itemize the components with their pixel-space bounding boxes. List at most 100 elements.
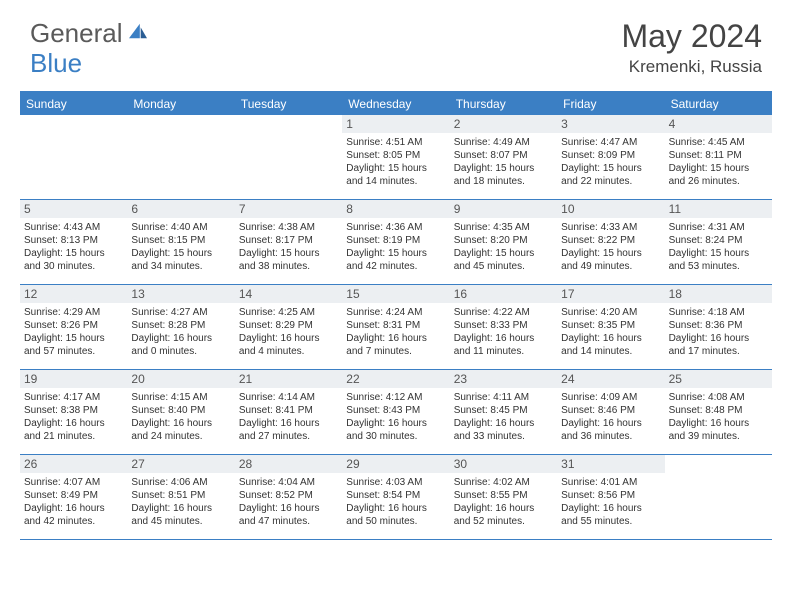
week-row: 26Sunrise: 4:07 AMSunset: 8:49 PMDayligh… bbox=[20, 455, 772, 540]
sunset-line: Sunset: 8:52 PM bbox=[239, 489, 338, 502]
sunset-line: Sunset: 8:33 PM bbox=[454, 319, 553, 332]
daylight-line: Daylight: 15 hours and 53 minutes. bbox=[669, 247, 768, 273]
day-number: 17 bbox=[557, 285, 664, 303]
day-cell: 25 Sunrise: 4:08 AMSunset: 8:48 PMDayligh… bbox=[665, 370, 772, 454]
day-number: 26 bbox=[20, 455, 127, 473]
daylight-line: Daylight: 16 hours and 33 minutes. bbox=[454, 417, 553, 443]
week-row: 1 Sunrise: 4:51 AMSunset: 8:05 PMDaylight… bbox=[20, 115, 772, 200]
day-number: 30 bbox=[450, 455, 557, 473]
day-info: Sunrise: 4:17 AMSunset: 8:38 PMDaylight:… bbox=[24, 391, 123, 443]
sunrise-line: Sunrise: 4:27 AM bbox=[131, 306, 230, 319]
day-number: 27 bbox=[127, 455, 234, 473]
sunrise-line: Sunrise: 4:01 AM bbox=[561, 476, 660, 489]
sunrise-line: Sunrise: 4:35 AM bbox=[454, 221, 553, 234]
sunrise-line: Sunrise: 4:14 AM bbox=[239, 391, 338, 404]
sunset-line: Sunset: 8:26 PM bbox=[24, 319, 123, 332]
daylight-line: Daylight: 15 hours and 26 minutes. bbox=[669, 162, 768, 188]
day-info: Sunrise: 4:09 AMSunset: 8:46 PMDaylight:… bbox=[561, 391, 660, 443]
sunset-line: Sunset: 8:54 PM bbox=[346, 489, 445, 502]
dow-sun: Sunday bbox=[20, 93, 127, 115]
calendar: Sunday Monday Tuesday Wednesday Thursday… bbox=[20, 91, 772, 540]
daylight-line: Daylight: 15 hours and 18 minutes. bbox=[454, 162, 553, 188]
daylight-line: Daylight: 16 hours and 7 minutes. bbox=[346, 332, 445, 358]
day-number: 29 bbox=[342, 455, 449, 473]
day-info: Sunrise: 4:24 AMSunset: 8:31 PMDaylight:… bbox=[346, 306, 445, 358]
sunset-line: Sunset: 8:41 PM bbox=[239, 404, 338, 417]
dow-row: Sunday Monday Tuesday Wednesday Thursday… bbox=[20, 93, 772, 115]
day-info: Sunrise: 4:08 AMSunset: 8:48 PMDaylight:… bbox=[669, 391, 768, 443]
day-number: 21 bbox=[235, 370, 342, 388]
sunrise-line: Sunrise: 4:09 AM bbox=[561, 391, 660, 404]
day-number: 19 bbox=[20, 370, 127, 388]
day-cell: 19 Sunrise: 4:17 AMSunset: 8:38 PMDayligh… bbox=[20, 370, 127, 454]
sunrise-line: Sunrise: 4:49 AM bbox=[454, 136, 553, 149]
day-cell: 27Sunrise: 4:06 AMSunset: 8:51 PMDayligh… bbox=[127, 455, 234, 539]
dow-mon: Monday bbox=[127, 93, 234, 115]
daylight-line: Daylight: 16 hours and 0 minutes. bbox=[131, 332, 230, 358]
day-number: 10 bbox=[557, 200, 664, 218]
day-cell: 24Sunrise: 4:09 AMSunset: 8:46 PMDayligh… bbox=[557, 370, 664, 454]
day-number: 18 bbox=[665, 285, 772, 303]
sunrise-line: Sunrise: 4:03 AM bbox=[346, 476, 445, 489]
dow-thu: Thursday bbox=[450, 93, 557, 115]
day-number: 1 bbox=[342, 115, 449, 133]
sunset-line: Sunset: 8:20 PM bbox=[454, 234, 553, 247]
sunrise-line: Sunrise: 4:25 AM bbox=[239, 306, 338, 319]
sunset-line: Sunset: 8:05 PM bbox=[346, 149, 445, 162]
sunrise-line: Sunrise: 4:04 AM bbox=[239, 476, 338, 489]
sunset-line: Sunset: 8:43 PM bbox=[346, 404, 445, 417]
sunset-line: Sunset: 8:09 PM bbox=[561, 149, 660, 162]
day-number: 14 bbox=[235, 285, 342, 303]
sunset-line: Sunset: 8:46 PM bbox=[561, 404, 660, 417]
sunrise-line: Sunrise: 4:38 AM bbox=[239, 221, 338, 234]
day-cell: 7Sunrise: 4:38 AMSunset: 8:17 PMDaylight… bbox=[235, 200, 342, 284]
day-info: Sunrise: 4:12 AMSunset: 8:43 PMDaylight:… bbox=[346, 391, 445, 443]
day-cell: 15 Sunrise: 4:24 AMSunset: 8:31 PMDayligh… bbox=[342, 285, 449, 369]
week-row: 5Sunrise: 4:43 AMSunset: 8:13 PMDaylight… bbox=[20, 200, 772, 285]
daylight-line: Daylight: 15 hours and 42 minutes. bbox=[346, 247, 445, 273]
daylight-line: Daylight: 16 hours and 39 minutes. bbox=[669, 417, 768, 443]
sunset-line: Sunset: 8:28 PM bbox=[131, 319, 230, 332]
day-info: Sunrise: 4:51 AMSunset: 8:05 PMDaylight:… bbox=[346, 136, 445, 188]
day-cell: 8Sunrise: 4:36 AMSunset: 8:19 PMDaylight… bbox=[342, 200, 449, 284]
day-cell: 13Sunrise: 4:27 AMSunset: 8:28 PMDayligh… bbox=[127, 285, 234, 369]
daylight-line: Daylight: 15 hours and 14 minutes. bbox=[346, 162, 445, 188]
day-number: 12 bbox=[20, 285, 127, 303]
dow-sat: Saturday bbox=[665, 93, 772, 115]
sunset-line: Sunset: 8:49 PM bbox=[24, 489, 123, 502]
day-number: 25 bbox=[665, 370, 772, 388]
day-cell: 17Sunrise: 4:20 AMSunset: 8:35 PMDayligh… bbox=[557, 285, 664, 369]
day-cell: 28Sunrise: 4:04 AMSunset: 8:52 PMDayligh… bbox=[235, 455, 342, 539]
day-info: Sunrise: 4:22 AMSunset: 8:33 PMDaylight:… bbox=[454, 306, 553, 358]
day-info: Sunrise: 4:03 AMSunset: 8:54 PMDaylight:… bbox=[346, 476, 445, 528]
day-info: Sunrise: 4:40 AMSunset: 8:15 PMDaylight:… bbox=[131, 221, 230, 273]
daylight-line: Daylight: 16 hours and 17 minutes. bbox=[669, 332, 768, 358]
sunrise-line: Sunrise: 4:45 AM bbox=[669, 136, 768, 149]
day-info: Sunrise: 4:45 AMSunset: 8:11 PMDaylight:… bbox=[669, 136, 768, 188]
daylight-line: Daylight: 16 hours and 42 minutes. bbox=[24, 502, 123, 528]
day-info: Sunrise: 4:43 AMSunset: 8:13 PMDaylight:… bbox=[24, 221, 123, 273]
sunset-line: Sunset: 8:31 PM bbox=[346, 319, 445, 332]
day-cell: 29 Sunrise: 4:03 AMSunset: 8:54 PMDayligh… bbox=[342, 455, 449, 539]
day-cell: 4Sunrise: 4:45 AMSunset: 8:11 PMDaylight… bbox=[665, 115, 772, 199]
sunset-line: Sunset: 8:13 PM bbox=[24, 234, 123, 247]
day-info: Sunrise: 4:29 AMSunset: 8:26 PMDaylight:… bbox=[24, 306, 123, 358]
daylight-line: Daylight: 16 hours and 24 minutes. bbox=[131, 417, 230, 443]
day-number: 8 bbox=[342, 200, 449, 218]
sunrise-line: Sunrise: 4:43 AM bbox=[24, 221, 123, 234]
day-cell: 23Sunrise: 4:11 AMSunset: 8:45 PMDayligh… bbox=[450, 370, 557, 454]
daylight-line: Daylight: 16 hours and 45 minutes. bbox=[131, 502, 230, 528]
daylight-line: Daylight: 16 hours and 30 minutes. bbox=[346, 417, 445, 443]
day-info: Sunrise: 4:14 AMSunset: 8:41 PMDaylight:… bbox=[239, 391, 338, 443]
brand-name-b: Blue bbox=[30, 48, 82, 79]
day-cell: 12 Sunrise: 4:29 AMSunset: 8:26 PMDayligh… bbox=[20, 285, 127, 369]
sunrise-line: Sunrise: 4:15 AM bbox=[131, 391, 230, 404]
day-number: 15 bbox=[342, 285, 449, 303]
day-number: 5 bbox=[20, 200, 127, 218]
sunrise-line: Sunrise: 4:08 AM bbox=[669, 391, 768, 404]
daylight-line: Daylight: 16 hours and 11 minutes. bbox=[454, 332, 553, 358]
daylight-line: Daylight: 16 hours and 27 minutes. bbox=[239, 417, 338, 443]
day-number: 2 bbox=[450, 115, 557, 133]
day-number: 31 bbox=[557, 455, 664, 473]
day-number: 23 bbox=[450, 370, 557, 388]
